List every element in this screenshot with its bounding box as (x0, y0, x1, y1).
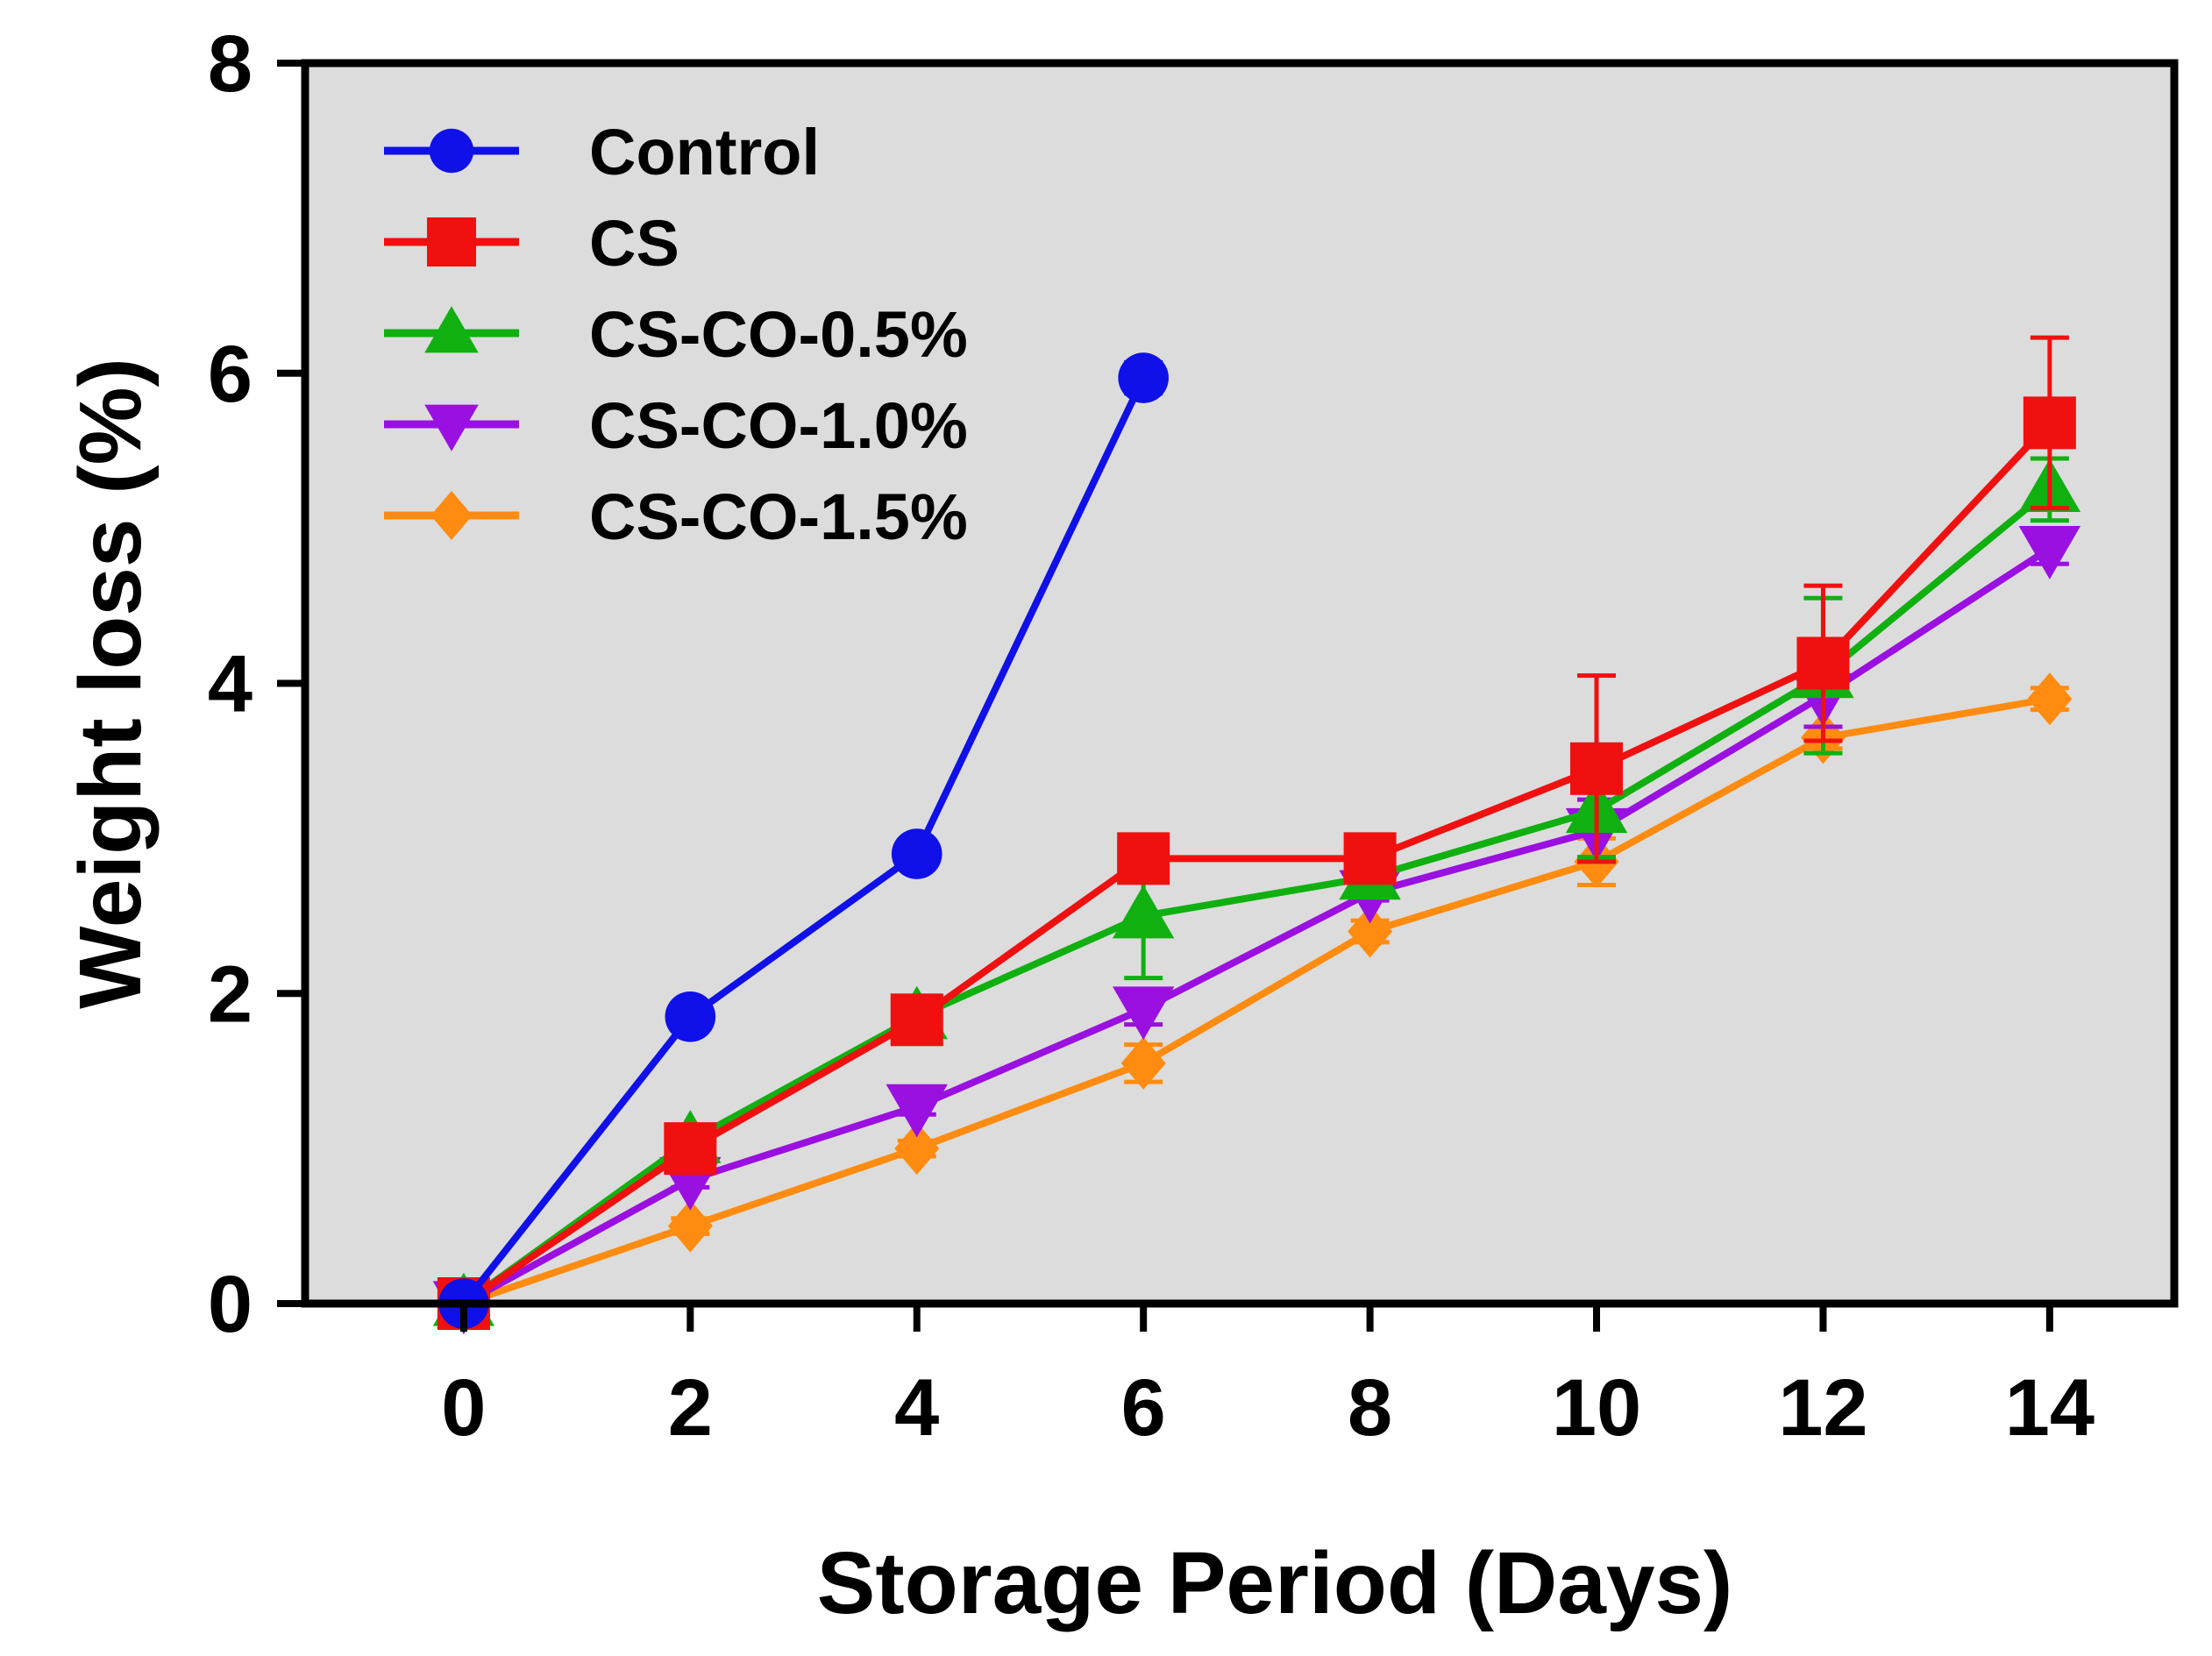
legend-marker (424, 306, 479, 353)
data-point (1348, 905, 1393, 958)
y-axis-title: Weight loss (%) (61, 358, 160, 1009)
data-point (894, 1122, 940, 1176)
legend-label: CS-CO-1.5% (589, 480, 968, 553)
legend-item: CS (384, 207, 679, 280)
data-point (1112, 885, 1175, 939)
x-tick-label: 14 (2005, 1363, 2095, 1453)
data-point (1112, 986, 1175, 1041)
x-tick-label: 12 (1778, 1363, 1867, 1453)
x-tick-label: 8 (1348, 1363, 1392, 1453)
data-point (890, 993, 943, 1047)
data-point (1117, 832, 1170, 885)
legend-label: CS-CO-0.5% (589, 298, 968, 371)
series-line (461, 487, 2052, 1307)
y-axis: 0 2 4 6 8 (208, 19, 305, 1349)
y-tick-label: 0 (208, 1260, 252, 1349)
legend-item: Control (384, 116, 820, 188)
series-line (461, 545, 2052, 1307)
legend-marker (427, 217, 476, 267)
x-tick-label: 2 (668, 1363, 713, 1453)
series-line (460, 376, 1147, 1306)
data-point (2018, 526, 2081, 579)
y-tick-label: 4 (208, 640, 252, 729)
x-axis-title: Storage Period (Days) (817, 1534, 1733, 1632)
data-point (886, 1084, 948, 1138)
x-tick-label: 10 (1552, 1363, 1641, 1453)
plot-background (305, 63, 2174, 1304)
data-point (1120, 1036, 1166, 1090)
legend-label: CS (589, 207, 679, 280)
legend-item: CS-CO-1.0% (384, 389, 968, 462)
legend-label: Control (589, 116, 820, 188)
data-point (1796, 636, 1850, 690)
legend: Control CS CS-CO-0.5% CS-CO-1.0% CS-CO-1.5% (384, 116, 968, 553)
data-point (1118, 352, 1169, 403)
data-point (1570, 742, 1624, 795)
data-point (2027, 672, 2073, 726)
y-tick-label: 8 (208, 19, 252, 109)
data-point (1343, 832, 1397, 885)
legend-marker (430, 491, 473, 540)
x-tick-label: 4 (894, 1363, 939, 1453)
x-tick-label: 0 (441, 1363, 486, 1453)
legend-label: CS-CO-1.0% (589, 389, 968, 462)
series-line (462, 695, 2051, 1307)
legend-marker (424, 404, 479, 451)
data-point (891, 828, 942, 879)
x-tick-label: 6 (1121, 1363, 1166, 1453)
legend-item: CS-CO-0.5% (384, 298, 968, 371)
legend-marker (429, 128, 474, 174)
data-point (664, 1122, 717, 1176)
y-tick-label: 6 (208, 330, 252, 419)
legend-item: CS-CO-1.5% (384, 480, 968, 553)
data-point (665, 991, 716, 1042)
data-point (667, 1199, 713, 1253)
y-tick-label: 2 (208, 949, 252, 1039)
data-point (2023, 396, 2076, 450)
series-line (461, 420, 2052, 1307)
x-axis: 0 2 4 6 8 10 12 14 (441, 1304, 2095, 1453)
